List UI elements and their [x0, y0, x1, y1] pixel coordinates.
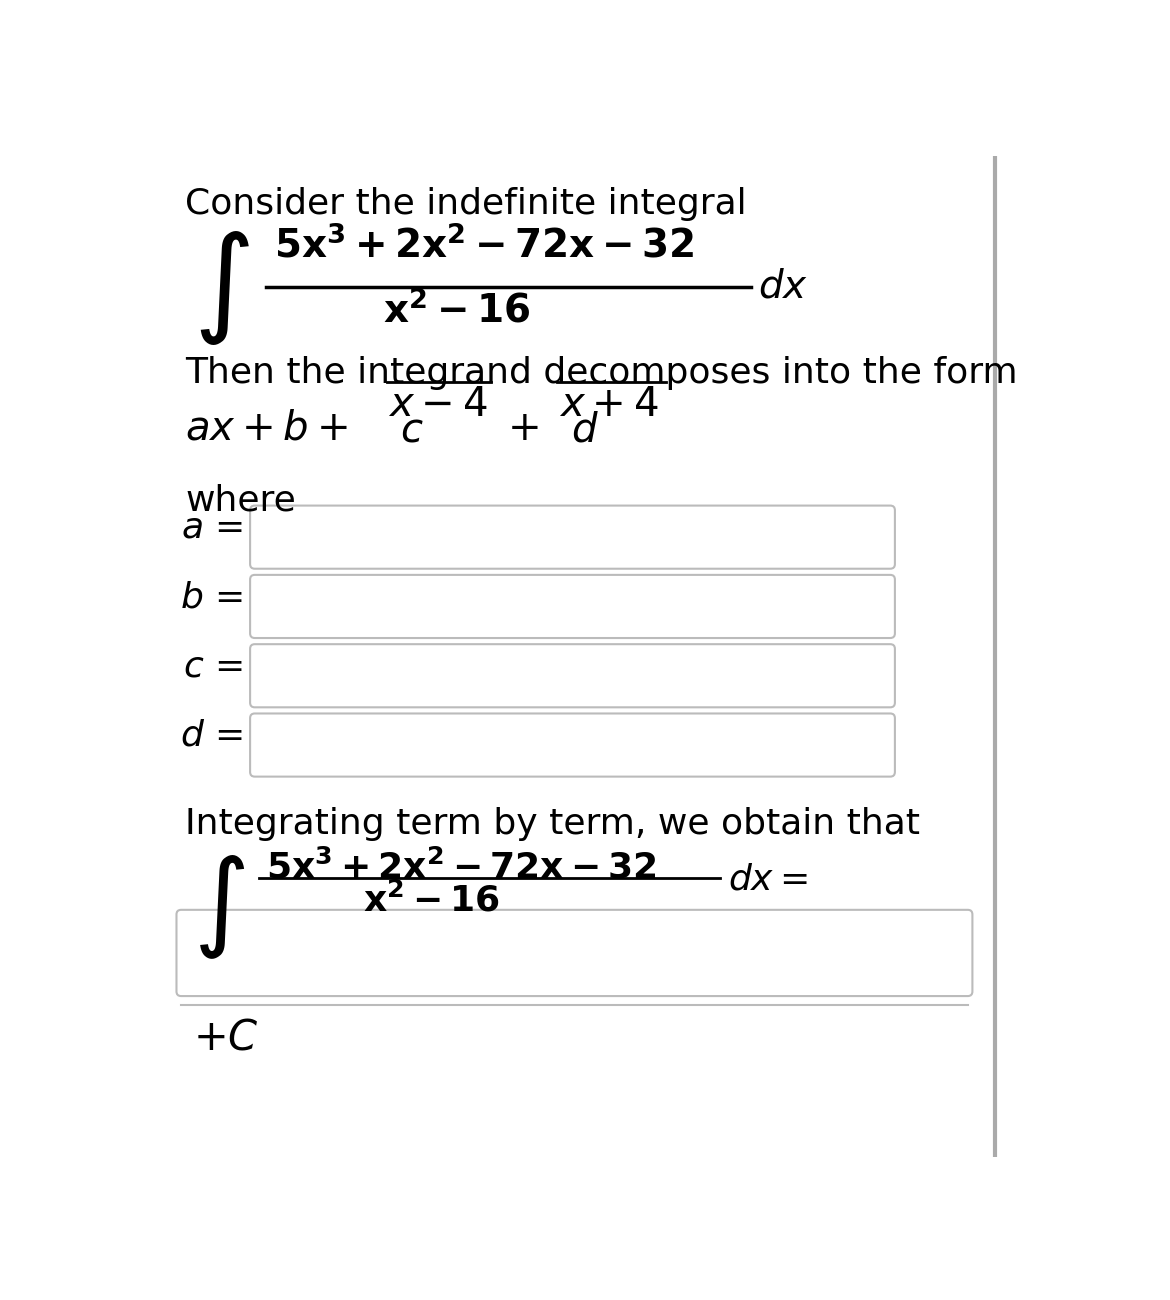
- Text: $dx =$: $dx =$: [728, 863, 807, 897]
- Text: $\mathbf{x^2 - 16}$: $\mathbf{x^2 - 16}$: [383, 291, 530, 330]
- Text: $x - 4$: $x - 4$: [388, 386, 488, 425]
- Text: $d$ =: $d$ =: [180, 719, 243, 753]
- FancyBboxPatch shape: [250, 575, 895, 638]
- Text: $\int$: $\int$: [193, 229, 249, 347]
- Text: $\mathbf{x^2 - 16}$: $\mathbf{x^2 - 16}$: [363, 883, 501, 918]
- Text: $+C$: $+C$: [193, 1017, 259, 1060]
- FancyBboxPatch shape: [250, 714, 895, 776]
- Text: $d$: $d$: [571, 411, 599, 451]
- FancyBboxPatch shape: [177, 910, 972, 996]
- Text: $x + 4$: $x + 4$: [558, 386, 659, 425]
- Text: Then the integrand decomposes into the form: Then the integrand decomposes into the f…: [185, 356, 1018, 390]
- Text: $\mathbf{5x^3 + 2x^2 - 72x - 32}$: $\mathbf{5x^3 + 2x^2 - 72x - 32}$: [267, 849, 656, 885]
- Text: $ax + b +$: $ax + b +$: [185, 408, 347, 448]
- Text: $\int$: $\int$: [193, 853, 245, 961]
- Text: $c$: $c$: [400, 411, 424, 451]
- FancyBboxPatch shape: [250, 506, 895, 568]
- Text: Integrating term by term, we obtain that: Integrating term by term, we obtain that: [185, 806, 920, 841]
- Text: $a$ =: $a$ =: [181, 511, 243, 545]
- Text: $dx$: $dx$: [758, 268, 808, 306]
- Text: $+$: $+$: [507, 408, 538, 448]
- Text: Consider the indefinite integral: Consider the indefinite integral: [185, 187, 746, 221]
- Text: $\mathbf{5x^3 + 2x^2 - 72x - 32}$: $\mathbf{5x^3 + 2x^2 - 72x - 32}$: [274, 225, 694, 265]
- FancyBboxPatch shape: [250, 645, 895, 707]
- Text: $c$ =: $c$ =: [184, 650, 243, 684]
- Text: $b$ =: $b$ =: [180, 580, 243, 614]
- Text: where: where: [185, 484, 296, 517]
